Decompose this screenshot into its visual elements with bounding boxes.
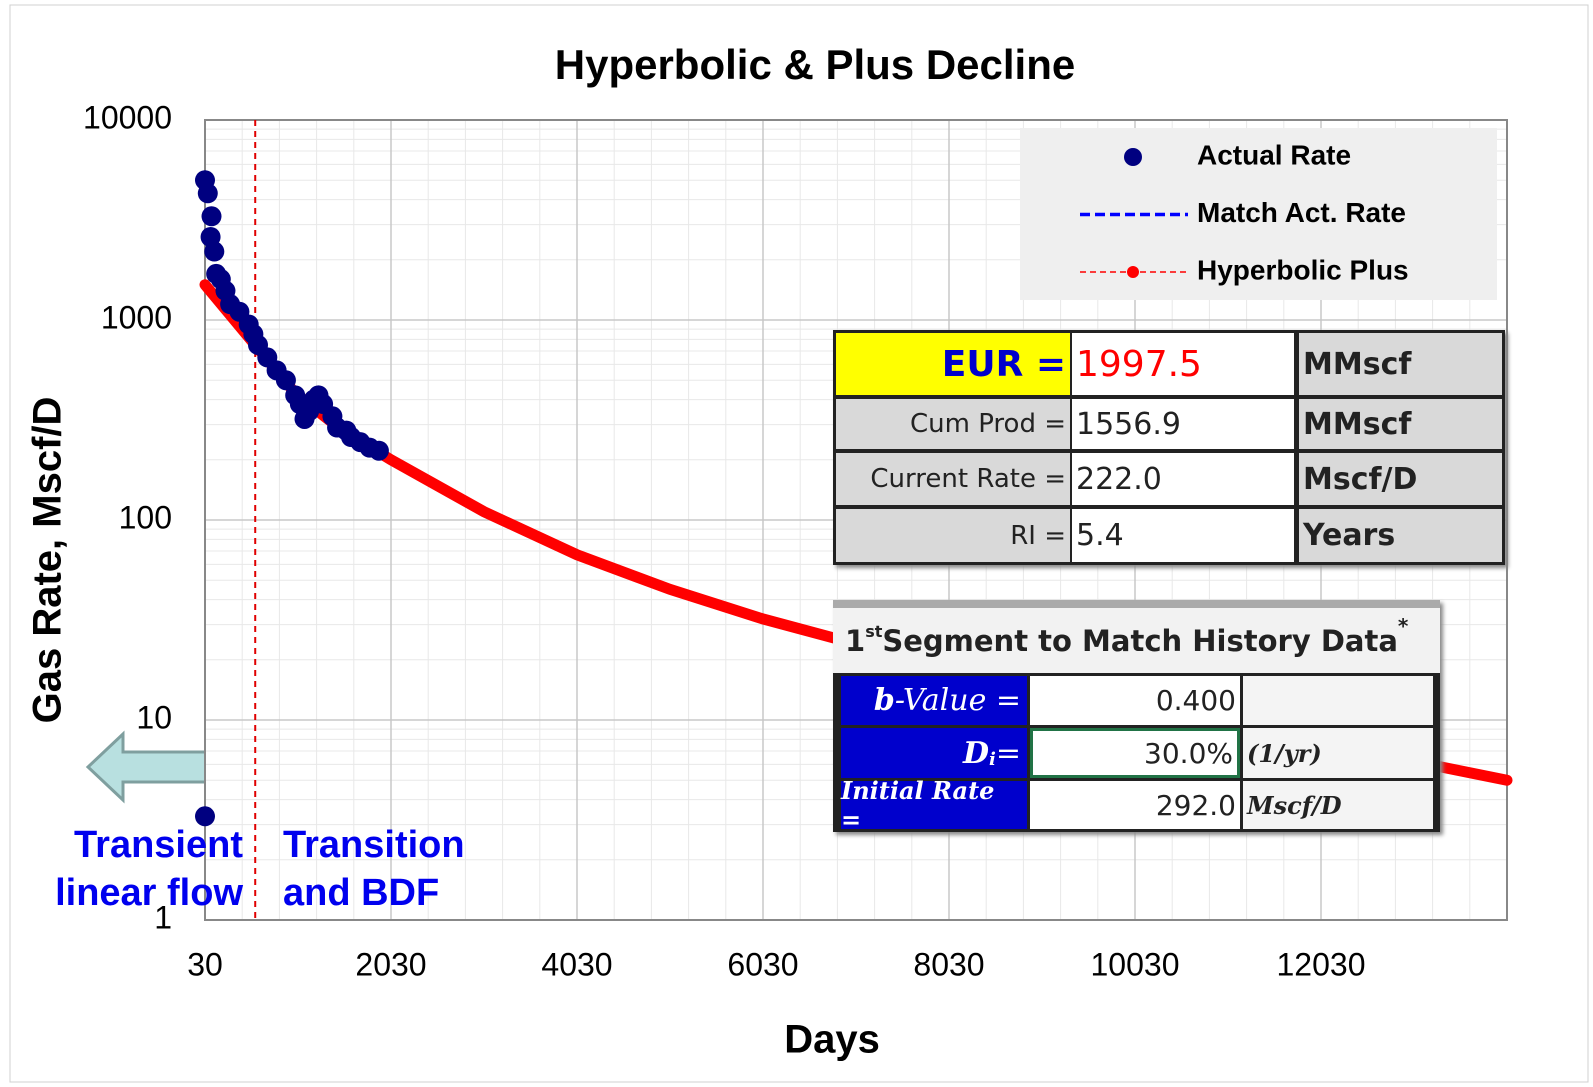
title-text: Segment to Match History Data [882,623,1398,658]
eur-cell: 1556.9 [1072,399,1294,449]
data-point [201,206,222,227]
segment-value: 0.400 [1030,676,1240,725]
segment-label-text: -Value = [894,683,1021,718]
eur-cell: MMscf [1299,399,1502,449]
eur-cell: Years [1299,509,1502,562]
x-tick-label: 6030 [727,946,798,982]
data-point [368,440,389,461]
segment-label: b -Value = [841,676,1027,725]
segment-label-text: = [995,735,1021,771]
eur-cell: Mscf/D [1299,453,1502,505]
legend-label: Actual Rate [1197,139,1351,170]
x-tick-label: 10030 [1091,946,1180,982]
title-sup: st [865,622,883,641]
y-tick-label: 10000 [83,99,172,135]
plot-border [204,119,1508,921]
segment-value: 30.0% [1030,728,1240,778]
segment-unit [1243,676,1433,725]
segment-value: 292.0 [1030,781,1240,829]
segment-label-text: b [873,683,895,718]
eur-cell: 1997.5 [1072,333,1294,395]
chart-title: Hyperbolic & Plus Decline [555,41,1076,88]
annotation: Transition [283,824,465,866]
annotation: linear flow [55,872,243,914]
segment-label-text: i [989,749,996,770]
eur-cell: EUR = [836,333,1070,395]
segment-unit: (1/yr) [1243,728,1433,778]
eur-cell: Cum Prod = [836,399,1070,449]
eur-cell: RI = [836,509,1070,562]
y-tick-label: 1 [154,899,172,935]
y-tick-label: 100 [119,499,172,535]
y-tick-label: 10 [136,699,172,735]
eur-cell: 222.0 [1072,453,1294,505]
data-point [204,241,225,262]
annotation: and BDF [283,872,439,914]
title-sup: * [1397,614,1409,638]
x-tick-label: 4030 [541,946,612,982]
y-tick-label: 1000 [101,299,172,335]
legend-symbol [1124,148,1142,166]
segment-label: Initial Rate = [841,776,1027,834]
eur-table: EUR = 1997.5 MMscf Cum Prod = 1556.9 MMscf Cur… [833,330,1505,565]
data-point [195,806,215,827]
data-point [275,370,296,391]
segment-label-text: Initial Rate = [841,776,995,834]
annotation: Transient [74,824,243,866]
segment-unit: Mscf/D [1243,781,1433,829]
frame [9,4,1589,1083]
title-text: 1 [845,623,866,658]
x-tick-label: 12030 [1277,946,1366,982]
data-point [197,183,218,204]
legend-label: Hyperbolic Plus [1197,254,1409,285]
x-axis-label: Days [784,1018,880,1062]
x-tick-label: 30 [187,946,223,982]
y-axis-label: Gas Rate, Mscf/D [26,397,70,724]
eur-cell: 5.4 [1072,509,1294,562]
segment-label-text: D [963,735,990,771]
eur-cell: Current Rate = [836,453,1070,505]
x-tick-label: 2030 [355,946,426,982]
legend-label: Match Act. Rate [1197,197,1406,228]
eur-cell: MMscf [1299,333,1502,395]
legend-symbol [1127,266,1139,278]
x-tick-label: 8030 [913,946,984,982]
